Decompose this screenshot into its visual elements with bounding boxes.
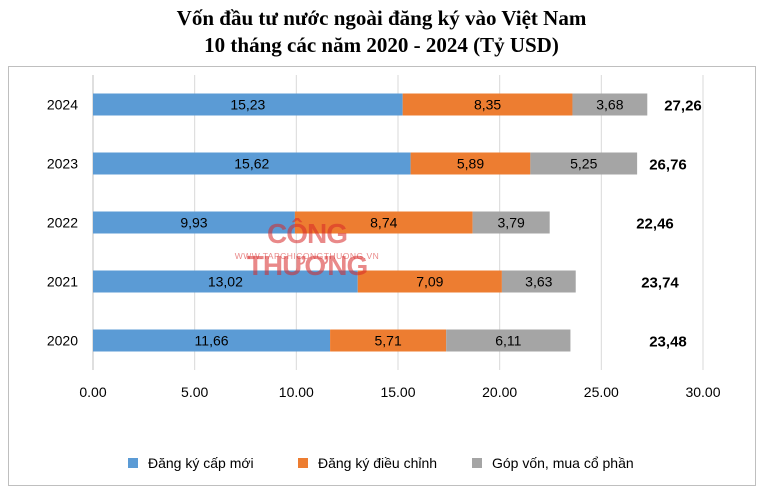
legend-swatch [298,458,308,468]
y-tick-label: 2022 [47,215,78,231]
y-tick-label: 2023 [47,156,78,172]
total-labels: 27,26 26,76 22,46 23,74 23,48 [636,98,702,351]
data-label: 13,02 [208,274,243,290]
total-label: 27,26 [664,98,702,115]
total-label: 22,46 [636,216,674,233]
x-tick-labels: 0.00 5.00 10.00 15.00 20.00 25.00 30.00 [79,384,720,400]
y-tick-label: 2024 [47,97,78,113]
y-tick-label: 2020 [47,333,78,349]
total-label: 23,74 [641,275,679,292]
bar-segment [93,211,295,234]
data-label: 15,23 [230,97,265,113]
data-label: 11,66 [195,333,229,349]
legend-label: Đăng ký cấp mới [148,455,254,471]
legend-swatch [128,458,138,468]
bars: 15,23 8,35 3,68 15,62 5,89 5,25 9,93 8,74 3,79 13… [93,93,648,352]
x-tick-label: 0.00 [79,384,106,400]
data-label: 15,62 [234,156,269,172]
data-label: 6,11 [495,333,521,349]
bar-segment [402,93,573,116]
bar-segment [294,211,473,234]
bar-segment [410,152,531,175]
bar-segment [93,152,411,175]
bar-segment [501,270,576,293]
total-label: 26,76 [649,157,687,174]
data-label: 8,74 [370,215,397,231]
chart-title: Vốn đầu tư nước ngoài đăng ký vào Việt N… [176,6,587,30]
chart-frame [8,66,756,486]
legend-label: Đăng ký điều chỉnh [318,455,437,471]
bar-segment [530,152,638,175]
data-label: 5,25 [570,156,597,172]
data-label: 3,68 [596,97,623,113]
legend-swatch [472,458,482,468]
data-label: 7,09 [416,274,443,290]
data-label: 8,35 [474,97,501,113]
bar-segment [446,329,571,352]
data-label: 9,93 [180,215,207,231]
x-tick-label: 5.00 [181,384,208,400]
bar-segment [472,211,550,234]
bar-segment [93,93,403,116]
total-label: 23,48 [649,334,687,351]
x-tick-label: 20.00 [482,384,517,400]
x-tick-label: 30.00 [685,384,720,400]
legend: Đăng ký cấp mới Đăng ký điều chỉnh Góp vốn… [128,455,634,471]
x-tick-label: 15.00 [380,384,415,400]
data-label: 3,63 [525,274,552,290]
bar-segment [357,270,502,293]
y-tick-labels: 2024 2023 2022 2021 2020 [47,97,78,349]
x-tick-label: 10.00 [279,384,314,400]
chart-subtitle: 10 tháng các năm 2020 - 2024 (Tỷ USD) [204,33,559,57]
data-label: 3,79 [498,215,525,231]
bar-segment [93,329,331,352]
x-tick-label: 25.00 [584,384,619,400]
y-tick-label: 2021 [47,274,78,290]
data-label: 5,89 [457,156,484,172]
bar-segment [572,93,648,116]
bar-segment [93,270,358,293]
bar-segment [330,329,447,352]
legend-label: Góp vốn, mua cổ phần [492,455,634,471]
data-label: 5,71 [375,333,402,349]
